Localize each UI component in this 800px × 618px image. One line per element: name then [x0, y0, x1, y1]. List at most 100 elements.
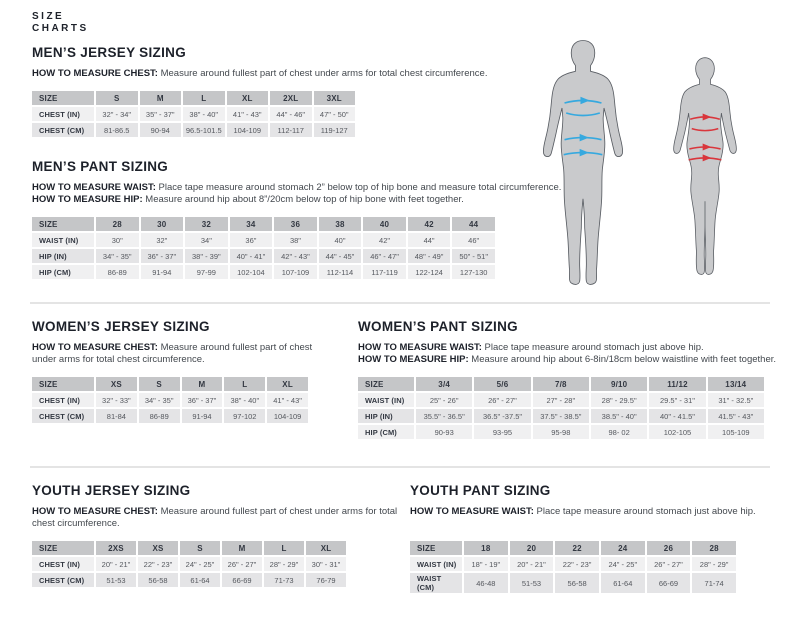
table-row: WAIST (IN) 18" - 19" 20" - 21" 22" - 23" 24"… [410, 557, 736, 571]
size-value-cell: 24" - 25" [180, 557, 220, 571]
size-value-cell: 51-53 [509, 573, 554, 593]
size-value-cell: 66-69 [646, 573, 691, 593]
size-value-cell: 28" - 29" [692, 557, 736, 571]
size-column-header: L [224, 377, 266, 391]
measurement-row-label: WAIST (IN) [358, 393, 414, 407]
size-value-cell: 41" - 43" [267, 393, 308, 407]
size-value-cell: 22" - 23" [555, 557, 599, 571]
size-value-cell: 71-73 [264, 573, 304, 587]
size-value-cell: 107-109 [274, 265, 317, 279]
section-title: MEN’S JERSEY SIZING [32, 45, 186, 60]
size-value-cell: 34" - 35" [138, 393, 180, 407]
chest-measurement-arrowhead-icon [702, 113, 712, 121]
size-value-cell: 90-93 [416, 425, 473, 439]
size-value-cell: 95-98 [532, 425, 589, 439]
size-value-cell: 102-105 [649, 425, 706, 439]
size-column-header: 24 [600, 541, 645, 555]
size-value-cell: 32" - 33" [96, 393, 137, 407]
size-column-header: 28 [96, 217, 139, 231]
size-column-header: 9/10 [590, 377, 648, 391]
size-value-cell: 66-69 [222, 573, 262, 587]
size-table: SIZE S M L XL 2XL 3XL CHEST (IN) 32" - 34" 35" - … [30, 89, 357, 139]
size-value-cell: 56-58 [138, 573, 178, 587]
male-figure-illustration [541, 38, 625, 293]
measurement-row-label: CHEST (CM) [32, 409, 94, 423]
size-value-cell: 119-127 [313, 123, 355, 137]
how-to-measure-line: HOW TO MEASURE WAIST: Place tape measure… [358, 342, 792, 354]
size-value-cell: 34" [185, 233, 228, 247]
size-column-header: M [222, 541, 262, 555]
how-to-measure-line: HOW TO MEASURE WAIST: Place tape measure… [32, 182, 562, 194]
table-row: WAIST (IN) 25" - 26" 26" - 27" 27" - 28" 28"… [358, 393, 764, 407]
measurement-row-label: CHEST (CM) [32, 123, 94, 137]
size-value-cell: 32" - 34" [96, 107, 138, 121]
measurement-row-label: HIP (IN) [358, 409, 414, 423]
size-table: SIZE 2XS XS S M L XL CHEST (IN) 20" - 21" 22" - 2… [30, 539, 348, 589]
size-value-cell: 97-102 [224, 409, 266, 423]
size-value-cell: 47" - 50" [313, 107, 355, 121]
measurement-row-label: HIP (CM) [358, 425, 414, 439]
size-value-cell: 35.5" - 36.5" [416, 409, 473, 423]
table-row: CHEST (CM) 51-53 56-58 61-64 66-69 71-73 76-79 [32, 573, 346, 587]
size-value-cell: 24" - 25" [600, 557, 645, 571]
size-value-cell: 76-79 [306, 573, 346, 587]
size-value-cell: 102-104 [229, 265, 273, 279]
size-value-cell: 105-109 [707, 425, 764, 439]
female-measurement-arrows [688, 113, 722, 162]
size-column-header: M [139, 91, 181, 105]
hip-measurement-arrowhead-icon [579, 148, 589, 157]
size-value-cell: 50" - 51" [452, 249, 495, 263]
size-column-header: 26 [646, 541, 691, 555]
how-to-measure-line: HOW TO MEASURE HIP: Measure around hip a… [32, 194, 562, 206]
female-body-silhouette [673, 57, 737, 275]
measurement-row-label: WAIST (IN) [32, 233, 94, 247]
how-to-measure-label: HOW TO MEASURE WAIST: [358, 342, 482, 353]
table-row: WAIST (CM) 46-48 51-53 56-58 61-64 66-69 71-74 [410, 573, 736, 593]
size-value-cell: 41.5" - 43" [707, 409, 764, 423]
how-to-measure-block: HOW TO MEASURE WAIST: Place tape measure… [358, 342, 792, 366]
size-value-cell: 36" - 37" [140, 249, 184, 263]
size-value-cell: 48" - 49" [407, 249, 451, 263]
size-value-cell: 98- 02 [590, 425, 648, 439]
size-value-cell: 86-89 [96, 265, 139, 279]
how-to-measure-text: Place tape measure around stomach just a… [481, 342, 704, 353]
size-value-cell: 37.5" - 38.5" [532, 409, 589, 423]
size-value-cell: 44" - 46" [270, 107, 312, 121]
how-to-measure-text: Place tape measure around stomach 2” bel… [155, 182, 562, 193]
how-to-measure-text: Measure around fullest part of chest und… [32, 506, 398, 529]
size-column-header: XS [96, 377, 137, 391]
measurement-row-label: WAIST (IN) [410, 557, 462, 571]
size-value-cell: 41" - 43" [226, 107, 268, 121]
section-title: WOMEN’S JERSEY SIZING [32, 319, 210, 334]
measurement-row-label: WAIST (CM) [410, 573, 462, 593]
size-value-cell: 44" - 45" [318, 249, 362, 263]
size-corner-header: SIZE [32, 91, 94, 105]
size-column-header: 38 [318, 217, 362, 231]
size-value-cell: 61-64 [180, 573, 220, 587]
size-value-cell: 30" [96, 233, 139, 247]
size-column-header: S [96, 91, 138, 105]
how-to-measure-block: HOW TO MEASURE WAIST: Place tape measure… [410, 506, 772, 530]
size-table-container: SIZE S M L XL 2XL 3XL CHEST (IN) 32" - 34" 35" - … [32, 89, 554, 139]
how-to-measure-block: HOW TO MEASURE WAIST: Place tape measure… [32, 182, 562, 206]
size-column-header: XL [267, 377, 308, 391]
measurement-row-label: HIP (CM) [32, 265, 94, 279]
size-column-header: 20 [509, 541, 554, 555]
size-corner-header: SIZE [32, 377, 94, 391]
size-value-cell: 42" [363, 233, 406, 247]
size-value-cell: 36" [229, 233, 273, 247]
size-value-cell: 31" - 32.5" [707, 393, 764, 407]
size-value-cell: 26" - 27" [474, 393, 531, 407]
table-header-row: SIZE 28 30 32 34 36 38 40 42 44 [32, 217, 495, 231]
how-to-measure-text: Measure around hip about 6-8in/18cm belo… [468, 354, 777, 365]
section-title: WOMEN’S PANT SIZING [358, 319, 518, 334]
section-mens-jersey-sizing: MEN’S JERSEY SIZING HOW TO MEASURE CHEST… [32, 45, 554, 139]
size-value-cell: 127-130 [452, 265, 495, 279]
chest-measurement-arrowhead-icon [580, 96, 590, 105]
size-column-header: 36 [274, 217, 317, 231]
size-table: SIZE 28 30 32 34 36 38 40 42 44 WAIST (IN) 30" 32" 34… [30, 215, 497, 281]
size-value-cell: 90-94 [139, 123, 181, 137]
table-header-row: SIZE 3/4 5/6 7/8 9/10 11/12 13/14 [358, 377, 764, 391]
size-value-cell: 29.5" - 31" [649, 393, 706, 407]
size-table: SIZE 18 20 22 24 26 28 WAIST (IN) 18" - 19" 20" -… [408, 539, 738, 595]
